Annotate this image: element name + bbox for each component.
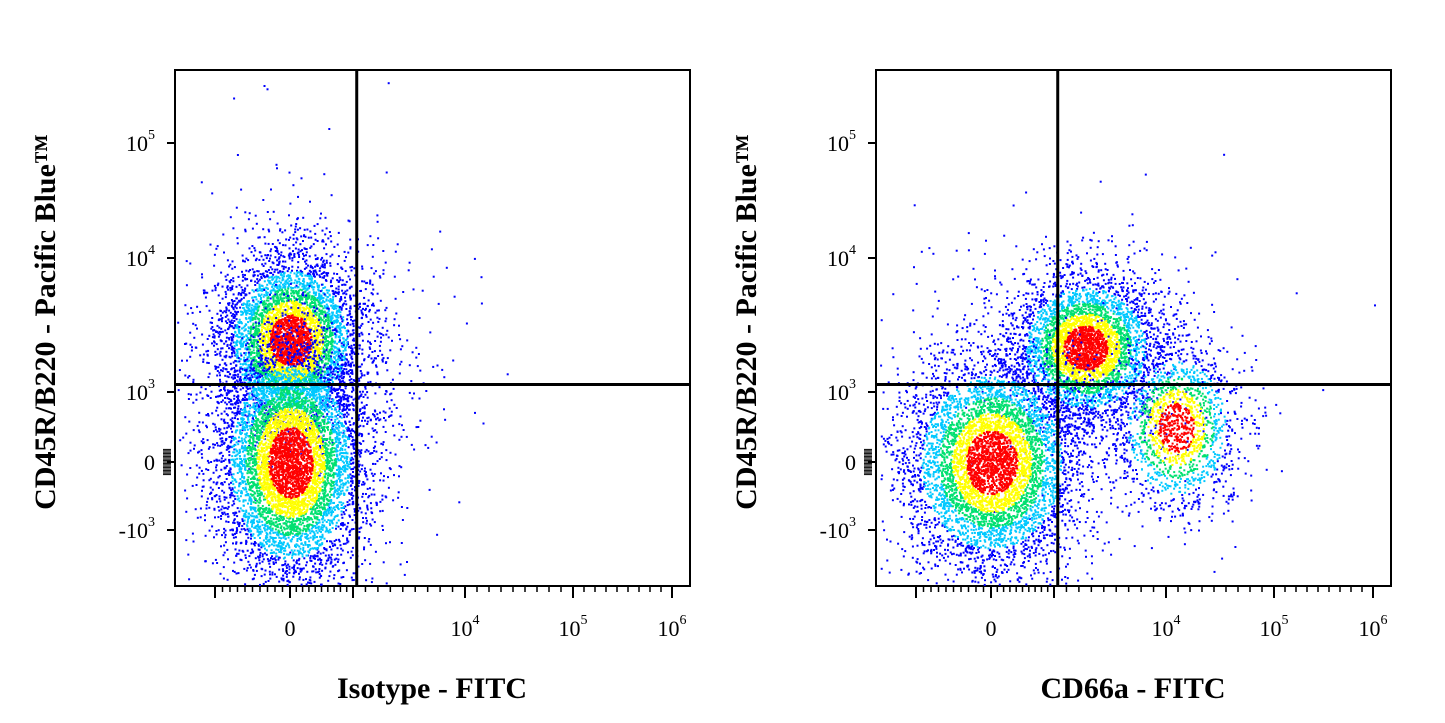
x-tick-label: 106 — [1359, 613, 1388, 641]
y-tick-label: -103 — [820, 515, 856, 543]
x-axis-ticks — [916, 586, 1373, 598]
y-axis-ticks — [163, 143, 175, 530]
x-axis-title: Isotype - FITC — [337, 672, 527, 705]
outlier-events — [361, 214, 508, 546]
y-tick-label: 0 — [144, 450, 155, 475]
plot-panel-1: 0 104 105 106 105 104 103 0 -103 Isotype - FITC CD… — [29, 70, 690, 705]
y-axis-ticks — [864, 143, 876, 530]
x-axis-ticks — [215, 586, 672, 598]
x-axis-title: CD66a - FITC — [1041, 672, 1226, 705]
event-cloud — [177, 82, 460, 586]
x-tick-label: 104 — [451, 613, 480, 641]
y-tick-label: 103 — [827, 377, 856, 405]
y-axis-title: CD45R/B220 - Pacific Blue™ — [29, 134, 62, 510]
x-tick-label: 0 — [285, 616, 296, 641]
y-tick-label: 104 — [126, 243, 155, 271]
event-cloud — [880, 154, 1376, 586]
y-tick-label: 105 — [126, 128, 155, 156]
y-tick-label: 104 — [827, 243, 856, 271]
y-tick-label: 103 — [126, 377, 155, 405]
x-tick-label: 0 — [986, 616, 997, 641]
x-tick-label: 105 — [559, 613, 588, 641]
y-tick-label: 0 — [845, 450, 856, 475]
y-tick-label: -103 — [119, 515, 155, 543]
y-tick-label: 105 — [827, 128, 856, 156]
plot-panel-2: 0 104 105 106 105 104 103 0 -103 CD66a - FITC CD45… — [730, 70, 1391, 705]
y-axis-title: CD45R/B220 - Pacific Blue™ — [730, 134, 763, 510]
x-tick-label: 105 — [1260, 613, 1289, 641]
x-tick-label: 104 — [1152, 613, 1181, 641]
x-tick-label: 106 — [658, 613, 687, 641]
